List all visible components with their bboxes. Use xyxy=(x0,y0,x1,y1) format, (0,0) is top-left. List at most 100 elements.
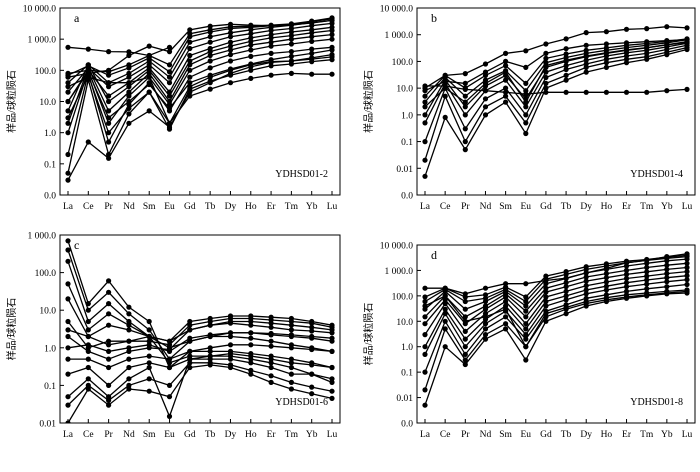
data-point xyxy=(268,23,274,29)
data-point xyxy=(126,105,132,111)
data-point xyxy=(329,395,335,401)
data-point xyxy=(623,284,630,290)
data-point xyxy=(329,327,335,333)
data-point xyxy=(166,93,173,99)
data-point xyxy=(462,336,468,342)
data-point xyxy=(166,364,173,371)
data-point xyxy=(543,50,549,57)
data-point xyxy=(563,89,569,95)
data-point xyxy=(187,322,193,328)
x-tick-label: Yb xyxy=(661,202,673,212)
data-point xyxy=(583,42,589,48)
data-point xyxy=(523,48,529,54)
data-point xyxy=(543,69,549,75)
data-point xyxy=(106,402,112,408)
data-point xyxy=(207,353,213,359)
data-point xyxy=(664,266,670,272)
data-point xyxy=(422,157,428,163)
series-line xyxy=(424,39,688,92)
data-point xyxy=(227,333,234,340)
data-point xyxy=(166,69,173,75)
data-point xyxy=(146,353,152,359)
data-point xyxy=(543,80,549,86)
y-tick-label: 100.0 xyxy=(392,58,414,68)
data-point xyxy=(442,78,448,84)
x-tick-label: Pr xyxy=(461,202,470,212)
data-point xyxy=(503,321,509,327)
data-point xyxy=(482,80,489,86)
data-point xyxy=(309,346,315,353)
data-point xyxy=(146,360,152,366)
data-point xyxy=(583,57,589,63)
data-point xyxy=(309,38,315,45)
data-point xyxy=(523,298,529,305)
data-point xyxy=(543,281,549,287)
data-point xyxy=(664,284,670,290)
series-line xyxy=(67,19,333,78)
data-point xyxy=(462,126,468,132)
data-point xyxy=(166,89,173,95)
data-point xyxy=(422,83,428,89)
data-point xyxy=(442,72,448,78)
series-line xyxy=(68,332,333,369)
data-point xyxy=(623,271,630,277)
data-point xyxy=(684,277,690,283)
data-point xyxy=(187,58,193,64)
x-tick-label: Sm xyxy=(143,202,156,212)
data-point xyxy=(288,364,294,371)
data-point xyxy=(503,89,509,95)
data-point xyxy=(106,394,112,400)
data-point xyxy=(187,348,193,354)
data-point xyxy=(106,311,112,317)
data-point xyxy=(85,333,91,340)
data-point xyxy=(583,53,589,59)
data-point xyxy=(106,120,112,126)
data-point xyxy=(523,321,529,327)
series-group xyxy=(422,251,690,408)
data-point xyxy=(85,307,91,313)
y-axis-label: 样品/球粒陨石 xyxy=(5,298,18,361)
data-point xyxy=(462,80,468,86)
data-point xyxy=(65,345,71,351)
data-point xyxy=(106,115,112,121)
data-point xyxy=(644,281,650,287)
data-point xyxy=(482,292,489,298)
data-point xyxy=(442,114,448,120)
x-tick-label: Dy xyxy=(225,202,237,212)
data-point xyxy=(227,330,234,336)
data-point xyxy=(422,120,428,126)
data-point xyxy=(187,80,193,86)
data-point xyxy=(603,279,610,285)
data-point xyxy=(482,332,489,338)
data-point xyxy=(523,357,529,363)
data-point xyxy=(523,336,529,342)
plot-frame xyxy=(416,244,696,424)
data-point xyxy=(603,89,610,95)
x-tick-label: Sm xyxy=(143,430,156,440)
data-point xyxy=(523,303,529,309)
data-point xyxy=(187,45,193,52)
data-point xyxy=(65,296,71,302)
x-tick-label: La xyxy=(420,430,431,440)
data-point xyxy=(85,63,91,69)
data-point xyxy=(166,49,173,55)
data-point xyxy=(227,351,234,357)
data-point xyxy=(207,23,213,29)
data-point xyxy=(248,371,254,377)
series-line xyxy=(67,59,333,134)
y-tick-label: 0.01 xyxy=(39,420,56,430)
data-point xyxy=(248,360,254,366)
data-point xyxy=(85,139,91,145)
data-point xyxy=(166,120,173,126)
data-point xyxy=(106,139,112,145)
y-tick-label: 0.0 xyxy=(401,420,413,430)
data-point xyxy=(563,57,569,63)
data-point xyxy=(126,111,132,117)
data-point xyxy=(126,327,132,333)
x-tick-label: Lu xyxy=(327,202,338,212)
data-point xyxy=(309,59,315,65)
sample-label: YDHSD01-6 xyxy=(275,397,328,408)
data-point xyxy=(309,46,315,52)
data-point xyxy=(684,39,690,45)
data-point xyxy=(309,34,315,40)
